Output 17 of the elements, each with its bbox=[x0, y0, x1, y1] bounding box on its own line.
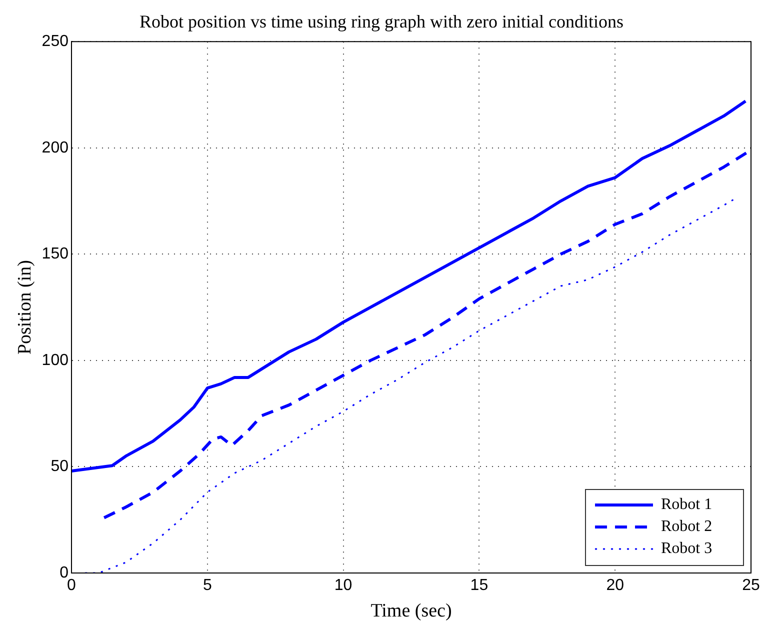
x-tick-label: 25 bbox=[742, 577, 760, 594]
x-tick-label: 10 bbox=[334, 577, 352, 594]
legend-label: Robot 2 bbox=[661, 518, 712, 536]
x-axis-title: Time (sec) bbox=[370, 600, 452, 622]
y-tick-label: 200 bbox=[42, 139, 69, 156]
legend-label: Robot 3 bbox=[661, 540, 712, 558]
y-tick-label: 250 bbox=[42, 33, 69, 50]
y-tick-label: 50 bbox=[50, 458, 69, 476]
chart-title: Robot position vs time using ring graph with zero initial conditions bbox=[140, 12, 624, 32]
x-tick-label: 5 bbox=[202, 577, 212, 594]
y-tick-label: 150 bbox=[42, 246, 69, 263]
legend-label: Robot 1 bbox=[661, 496, 712, 514]
y-tick-label: 100 bbox=[42, 352, 69, 369]
y-tick-label: 0 bbox=[60, 564, 69, 582]
x-tick-label: 20 bbox=[606, 577, 624, 594]
x-tick-label: 15 bbox=[470, 577, 488, 594]
y-axis-title: Position (in) bbox=[14, 260, 36, 355]
